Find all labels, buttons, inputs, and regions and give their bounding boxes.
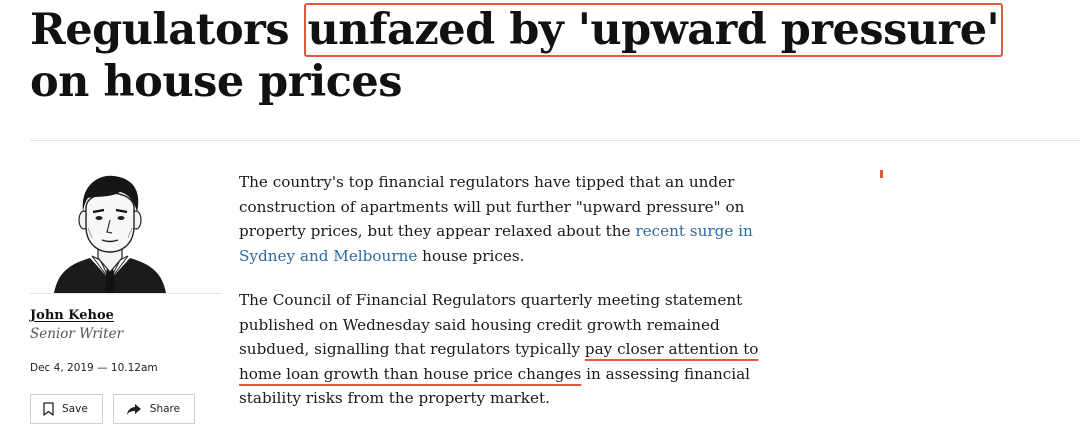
paragraph-2-text-start: The Council of Financial Regulators quar… xyxy=(239,291,743,358)
headline-divider xyxy=(30,140,1080,141)
article-headline: Regulators unfazed by 'upward pressure' … xyxy=(30,3,1070,108)
paragraph-1-text-end: house prices. xyxy=(417,246,525,265)
paragraph-1-text-start: The country's top financial regulators h… xyxy=(239,173,745,240)
save-button[interactable]: Save xyxy=(30,394,103,424)
headline-highlight: unfazed by 'upward pressure' xyxy=(303,3,1004,57)
related-article-link[interactable]: recent surge in Sydney and Melbourne xyxy=(239,222,753,265)
share-label: Share xyxy=(149,403,181,415)
paragraph-2-text-end: in assessing financial stability risks f… xyxy=(239,364,751,408)
article-paragraph-2: The Council of Financial Regulators quar… xyxy=(239,288,784,411)
save-label: Save xyxy=(62,403,88,415)
annotation-mark xyxy=(880,170,883,178)
author-role: Senior Writer xyxy=(30,326,124,342)
publish-date: Dec 4, 2019 — 10.12am xyxy=(30,362,158,374)
author-name-link[interactable]: John Kehoe xyxy=(30,308,114,323)
bookmark-icon xyxy=(43,402,54,416)
share-button[interactable]: Share xyxy=(112,394,196,424)
headline-text-start: Regulators xyxy=(30,5,304,55)
author-portrait xyxy=(54,175,166,293)
article-actions: Save Share xyxy=(30,394,196,424)
article-paragraph-1: The country's top financial regulators h… xyxy=(239,170,784,268)
article-body: The country's top financial regulators h… xyxy=(239,170,784,431)
underlined-phrase: pay closer attention to home loan growth… xyxy=(239,340,759,383)
author-panel: John Kehoe Senior Writer Dec 4, 2019 — 1… xyxy=(30,168,222,424)
share-arrow-icon xyxy=(126,403,141,415)
author-divider xyxy=(30,293,222,294)
headline-text-end: on house prices xyxy=(30,57,402,107)
